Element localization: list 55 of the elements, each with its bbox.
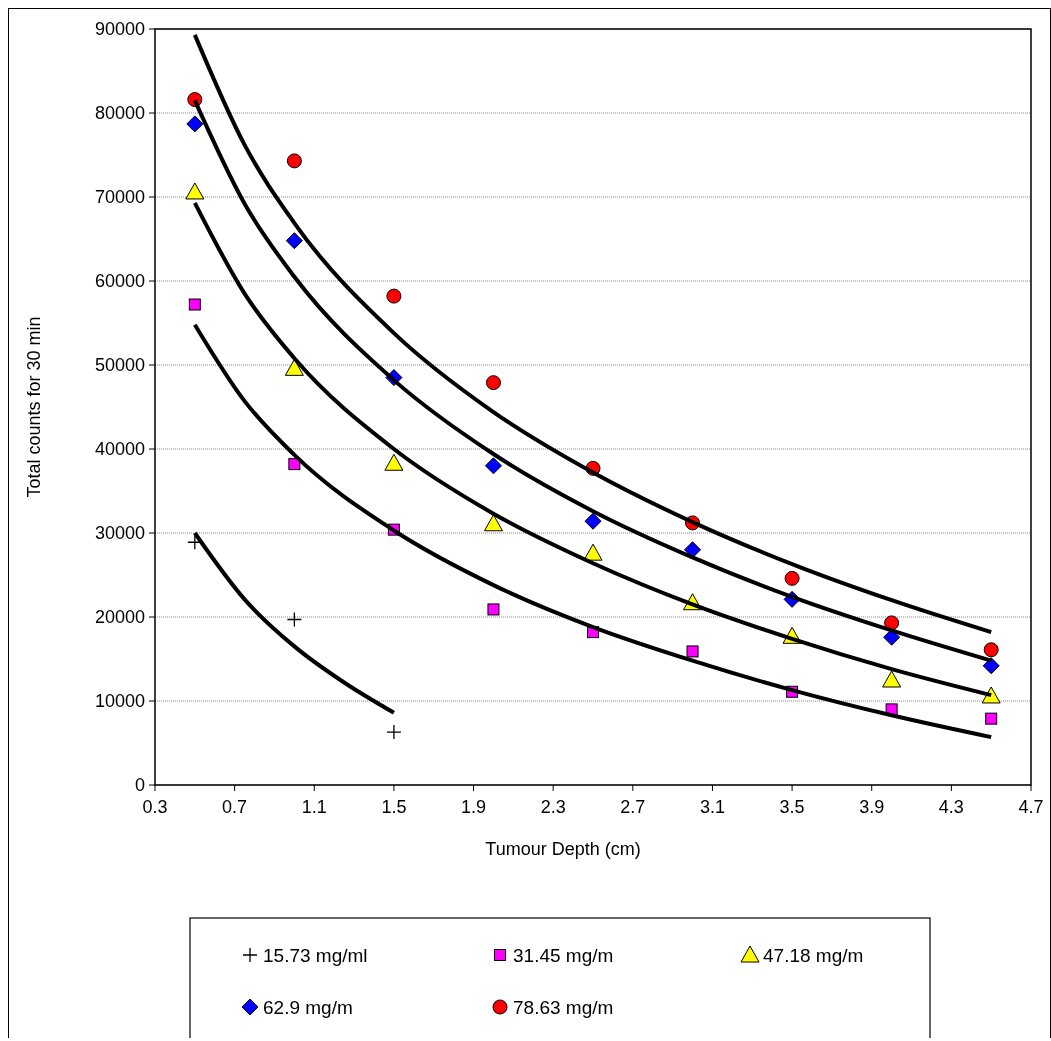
x-tick-label: 2.3 xyxy=(540,797,566,817)
point xyxy=(386,724,402,740)
point xyxy=(583,543,603,561)
point xyxy=(284,358,304,376)
point xyxy=(483,514,503,532)
x-tick-label: 1.1 xyxy=(301,797,327,817)
line-series xyxy=(192,531,396,715)
point xyxy=(186,115,204,133)
point xyxy=(288,458,301,471)
x-tick-label: 4.7 xyxy=(1018,797,1044,817)
x-tick-label: 3.1 xyxy=(699,797,725,817)
x-tick-label: 4.3 xyxy=(938,797,964,817)
legend-label: 62.9 mg/m xyxy=(263,996,353,1018)
point xyxy=(285,232,303,250)
y-tick-label: 30000 xyxy=(94,523,145,544)
point xyxy=(884,615,900,631)
y-tick-label: 40000 xyxy=(94,439,145,460)
y-tick-label: 80000 xyxy=(94,103,145,124)
point xyxy=(485,375,501,391)
y-axis-title: Total counts for 30 min xyxy=(24,316,44,498)
point xyxy=(484,457,502,475)
point xyxy=(286,153,302,169)
x-tick-label: 0.3 xyxy=(142,797,168,817)
legend-label: 31.45 mg/m xyxy=(513,944,614,966)
x-tick-label: 0.7 xyxy=(222,797,248,817)
point xyxy=(686,645,699,658)
y-tick-label: 70000 xyxy=(94,187,145,208)
point xyxy=(985,712,998,725)
x-tick-label: 3.5 xyxy=(779,797,805,817)
y-tick-label: 50000 xyxy=(94,355,145,376)
x-tick-label: 2.7 xyxy=(620,797,646,817)
y-tick-label: 60000 xyxy=(94,271,145,292)
line-series xyxy=(192,322,994,740)
point xyxy=(384,453,404,471)
x-tick-label: 1.9 xyxy=(461,797,487,817)
legend-label: 15.73 mg/ml xyxy=(263,944,368,966)
point xyxy=(784,570,800,586)
x-tick-label: 1.5 xyxy=(381,797,407,817)
y-tick-label: 90000 xyxy=(94,19,145,40)
y-tick-label: 10000 xyxy=(94,691,145,712)
point xyxy=(188,298,201,311)
point xyxy=(882,670,902,688)
y-tick-label: 20000 xyxy=(94,607,145,628)
legend-label: 78.63 mg/m xyxy=(513,996,614,1018)
y-tick-label: 0 xyxy=(134,775,145,796)
point xyxy=(185,182,205,200)
x-tick-label: 3.9 xyxy=(859,797,885,817)
point xyxy=(982,657,1000,675)
x-axis-title: Tumour Depth (cm) xyxy=(485,839,641,859)
point xyxy=(286,611,303,628)
point xyxy=(386,288,402,304)
point xyxy=(487,603,500,616)
point xyxy=(983,642,999,658)
point xyxy=(584,512,602,530)
legend-label: 47.18 mg/m xyxy=(763,944,864,966)
